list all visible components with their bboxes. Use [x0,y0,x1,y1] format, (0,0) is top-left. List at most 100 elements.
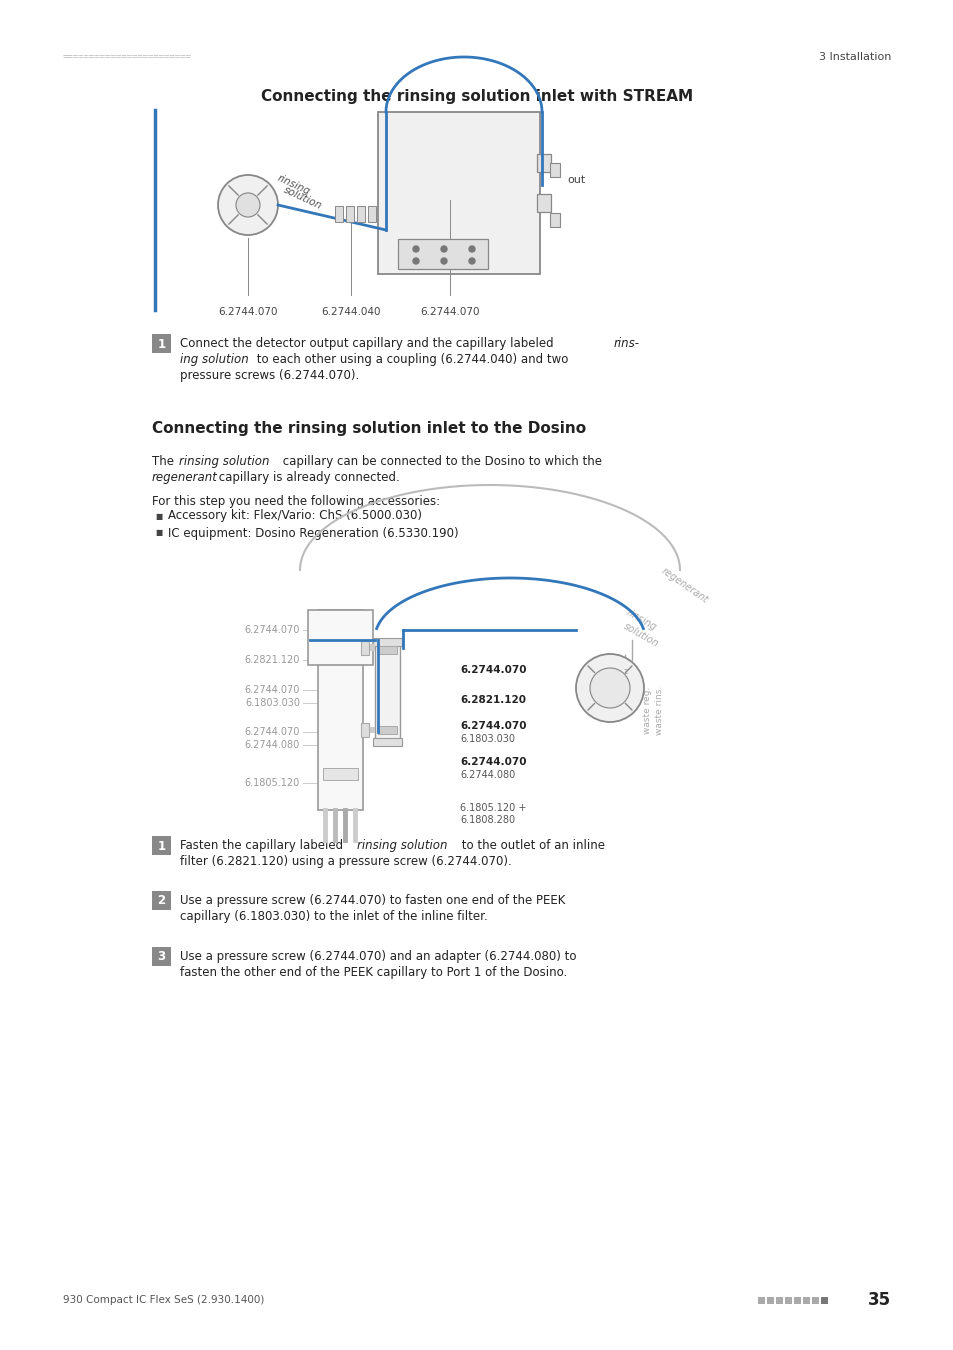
Text: rinsing: rinsing [275,173,312,197]
Bar [397,239,488,269]
Text: The: The [152,455,177,468]
Bar [152,333,171,352]
Circle shape [413,258,418,265]
Text: rins-: rins- [614,338,639,350]
Text: filter (6.2821.120) using a pressure screw (6.2744.070).: filter (6.2821.120) using a pressure scr… [180,855,511,868]
Text: 6.1805.120: 6.1805.120 [245,778,299,788]
Text: capillary can be connected to the Dosino to which the: capillary can be connected to the Dosino… [278,455,601,468]
Text: 6.1803.030: 6.1803.030 [245,698,299,707]
Bar [317,610,363,810]
Bar [323,768,357,780]
Text: 6.2744.070: 6.2744.070 [459,666,526,675]
Text: to the outlet of an inline: to the outlet of an inline [457,838,604,852]
Text: solution: solution [621,621,659,649]
Bar [363,644,375,651]
Text: 3: 3 [157,950,166,964]
Text: 6.2744.070: 6.2744.070 [459,757,526,767]
Text: rinsing solution: rinsing solution [356,838,447,852]
Bar [537,194,551,212]
Bar [373,639,401,647]
Bar [375,640,399,740]
Text: 930 Compact IC Flex SeS (2.930.1400): 930 Compact IC Flex SeS (2.930.1400) [63,1295,264,1305]
Bar [360,724,369,737]
Bar [758,1296,764,1304]
Text: solution: solution [282,185,323,211]
Bar [152,836,171,855]
Bar [784,1296,791,1304]
Text: capillary is already connected.: capillary is already connected. [214,471,399,485]
Bar [363,728,375,733]
Bar [356,207,365,221]
Text: 3 Installation: 3 Installation [818,53,890,62]
Text: Connect the detector output capillary and the capillary labeled: Connect the detector output capillary an… [180,338,557,350]
Text: Connecting the rinsing solution inlet with STREAM: Connecting the rinsing solution inlet wi… [261,89,692,104]
Circle shape [469,246,475,252]
Bar [550,163,559,177]
Bar [811,1296,818,1304]
Text: capillary (6.1803.030) to the inlet of the inline filter.: capillary (6.1803.030) to the inlet of t… [180,910,487,923]
Text: waste reg.: waste reg. [643,686,652,733]
Text: to each other using a coupling (6.2744.040) and two: to each other using a coupling (6.2744.0… [253,352,568,366]
Bar [373,738,401,747]
Bar [377,112,539,274]
Text: Accessory kit: Flex/Vario: ChS (6.5000.030): Accessory kit: Flex/Vario: ChS (6.5000.0… [168,509,421,522]
Text: IC equipment: Dosino Regeneration (6.5330.190): IC equipment: Dosino Regeneration (6.533… [168,526,458,540]
Text: 6.2744.070: 6.2744.070 [459,721,526,730]
Circle shape [218,176,277,235]
Text: Use a pressure screw (6.2744.070) and an adapter (6.2744.080) to: Use a pressure screw (6.2744.070) and an… [180,950,576,963]
Text: 6.2744.070: 6.2744.070 [244,728,299,737]
Text: 6.2744.070: 6.2744.070 [244,625,299,634]
Text: 6.2744.070: 6.2744.070 [244,684,299,695]
Bar [537,154,551,171]
Bar [775,1296,782,1304]
Circle shape [440,246,447,252]
Text: Fasten the capillary labeled: Fasten the capillary labeled [180,838,347,852]
Text: ■: ■ [154,512,162,521]
Bar [360,641,369,655]
Circle shape [440,258,447,265]
Text: 1: 1 [157,840,166,852]
Bar [335,207,343,221]
Text: out: out [566,176,584,185]
Bar [802,1296,809,1304]
Bar [368,207,375,221]
Text: regenerant: regenerant [659,566,710,605]
Bar [152,946,171,967]
Text: 6.1808.280: 6.1808.280 [459,815,515,825]
Text: 6.1803.030: 6.1803.030 [459,734,515,744]
Text: 6.2744.080: 6.2744.080 [459,769,515,780]
Bar [308,610,373,666]
Text: 6.2744.070: 6.2744.070 [420,306,479,317]
Text: 6.2744.040: 6.2744.040 [321,306,380,317]
Bar [766,1296,773,1304]
Bar [346,207,354,221]
Text: 35: 35 [867,1291,890,1310]
Text: 2: 2 [157,895,166,907]
Bar [377,647,396,653]
Text: fasten the other end of the PEEK capillary to Port 1 of the Dosino.: fasten the other end of the PEEK capilla… [180,967,567,979]
Text: waste rins.: waste rins. [655,686,664,734]
Text: 6.2744.080: 6.2744.080 [245,740,299,751]
Text: Connecting the rinsing solution inlet to the Dosino: Connecting the rinsing solution inlet to… [152,420,585,436]
Text: 2: 2 [623,670,627,675]
Bar [550,213,559,227]
Text: rinsing solution: rinsing solution [179,455,269,468]
Text: 6.2821.120: 6.2821.120 [244,655,299,666]
Circle shape [589,668,629,707]
Bar [793,1296,801,1304]
Bar [821,1296,827,1304]
Text: 6.2744.070: 6.2744.070 [218,306,277,317]
Text: pressure screws (6.2744.070).: pressure screws (6.2744.070). [180,369,359,382]
Text: For this step you need the following accessories:: For this step you need the following acc… [152,495,439,508]
Text: regenerant: regenerant [152,471,217,485]
Text: rinsing: rinsing [624,608,658,633]
Circle shape [576,653,643,722]
Text: ing solution: ing solution [180,352,249,366]
Text: 6.2821.120: 6.2821.120 [459,695,525,705]
Circle shape [469,258,475,265]
Text: Use a pressure screw (6.2744.070) to fasten one end of the PEEK: Use a pressure screw (6.2744.070) to fas… [180,894,565,907]
Text: ========================: ======================== [63,53,192,62]
Text: 1: 1 [157,338,166,351]
Text: 6.1805.120 +: 6.1805.120 + [459,803,526,813]
Bar [377,726,396,734]
